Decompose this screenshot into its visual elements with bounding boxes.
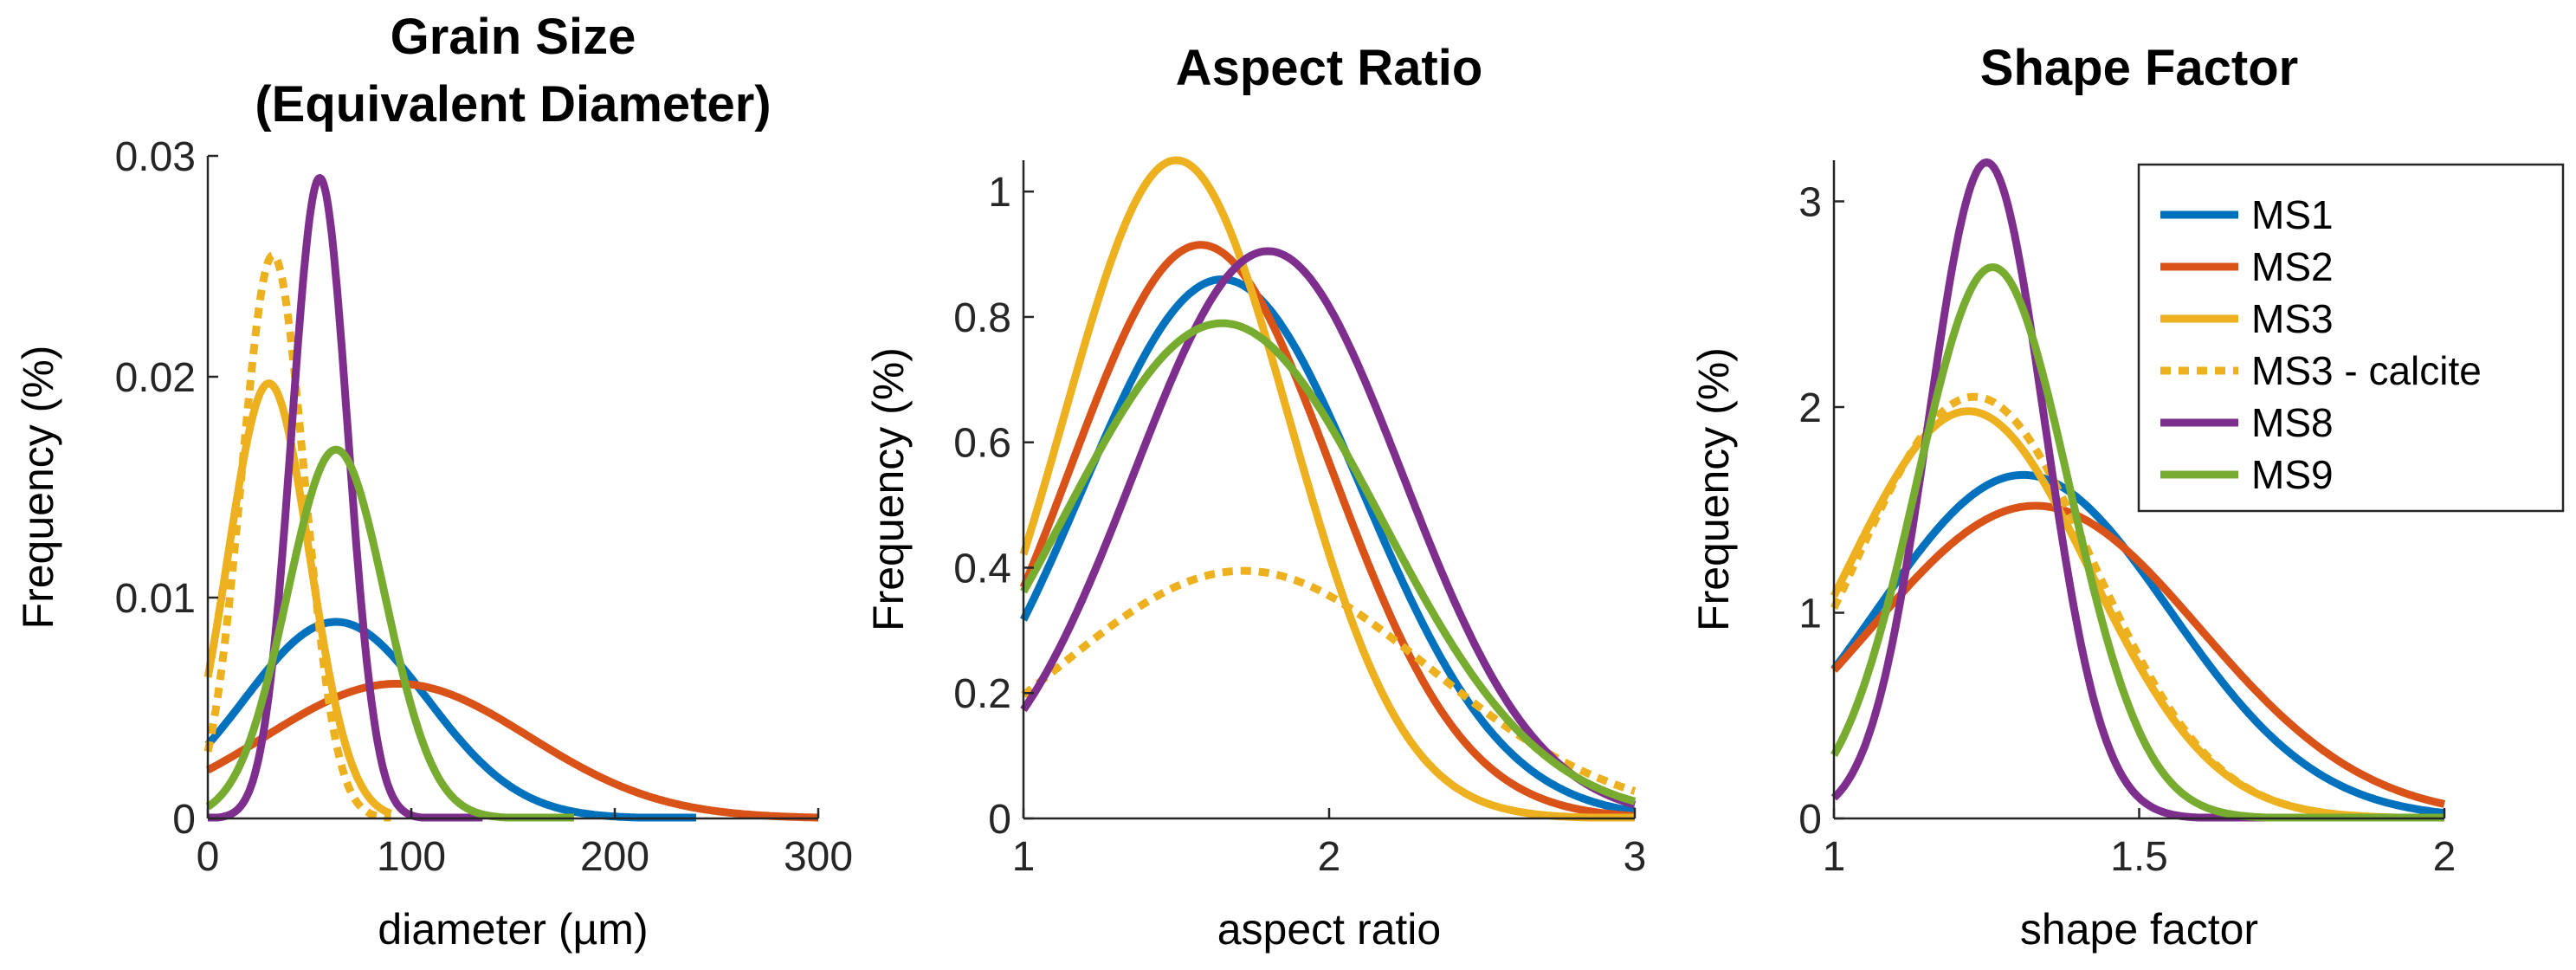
y-tick-label: 1 <box>1798 592 1822 637</box>
y-tick-label: 0 <box>988 797 1011 843</box>
x-tick-label: 2 <box>2433 834 2457 880</box>
legend-label: MS3 - calcite <box>2251 348 2482 393</box>
y-tick-label: 0.6 <box>953 421 1011 467</box>
y-axis-label: Frequency (%) <box>14 346 62 630</box>
y-axis-label: Frequency (%) <box>1689 347 1738 631</box>
x-tick-label: 1.5 <box>2110 834 2168 880</box>
chart-title: Grain Size <box>391 9 636 65</box>
series-line-ms3 <box>1019 156 1637 822</box>
x-tick-label: 3 <box>1624 834 1647 880</box>
chart-panel-2: 1 2 3 0 0.2 0.4 0.6 0.8 1 Aspect Ratio aspect rati… <box>864 40 1646 954</box>
x-axis-label: diameter (µm) <box>378 905 648 954</box>
series-line-ms3-calcite <box>1021 566 1637 795</box>
y-tick-label: 0 <box>1798 797 1822 843</box>
x-tick-label: 300 <box>784 834 853 880</box>
y-tick-label: 0.02 <box>115 355 196 401</box>
legend-label: MS9 <box>2251 452 2334 497</box>
y-tick-label: 0.01 <box>115 576 196 622</box>
x-tick-label: 200 <box>580 834 649 880</box>
y-tick-label: 3 <box>1798 180 1822 226</box>
x-axis-label: aspect ratio <box>1217 905 1441 954</box>
y-tick-label: 1 <box>988 170 1011 216</box>
chart-panel-1: 0 100 200 300 0 0.01 0.02 0.03 Grain Size (Equiva… <box>14 9 853 954</box>
y-axis-label: Frequency (%) <box>864 347 913 631</box>
y-tick-label: 0.03 <box>115 134 196 180</box>
x-tick-label: 1 <box>1012 834 1036 880</box>
series-group <box>1019 156 1637 822</box>
legend: MS1 MS2 MS3 MS3 - calcite MS8 MS9 <box>2137 163 2565 513</box>
series-line-ms9 <box>205 445 577 822</box>
y-tick-label: 0.2 <box>953 671 1011 717</box>
legend-box <box>2137 163 2565 513</box>
series-line-ms1 <box>1019 275 1637 816</box>
y-tick-label: 0 <box>172 797 196 843</box>
series-line-ms2 <box>205 680 820 822</box>
legend-label: MS2 <box>2251 244 2334 289</box>
chart-title: Shape Factor <box>1980 40 2298 96</box>
series-line-ms1 <box>1830 470 2446 818</box>
series-line-ms2 <box>1830 501 2446 808</box>
x-tick-label: 2 <box>1318 834 1341 880</box>
series-line-ms8 <box>1020 247 1637 809</box>
series-group <box>203 174 820 822</box>
series-line-ms9 <box>1020 319 1637 805</box>
series-line-ms3-calcite <box>203 251 395 822</box>
chart-title: (Equivalent Diameter) <box>255 76 771 133</box>
y-tick-label: 0.4 <box>953 546 1011 592</box>
legend-label: MS1 <box>2251 192 2334 237</box>
series-line-ms2 <box>1019 241 1637 820</box>
x-axis-label: shape factor <box>2020 905 2258 954</box>
legend-label: MS8 <box>2251 400 2334 445</box>
legend-label: MS3 <box>2251 296 2334 341</box>
x-tick-label: 1 <box>1823 834 1846 880</box>
chart-title: Aspect Ratio <box>1176 40 1483 96</box>
y-tick-label: 0.8 <box>953 295 1011 341</box>
x-tick-label: 100 <box>377 834 446 880</box>
y-tick-label: 2 <box>1798 385 1822 431</box>
x-tick-label: 0 <box>197 834 220 880</box>
